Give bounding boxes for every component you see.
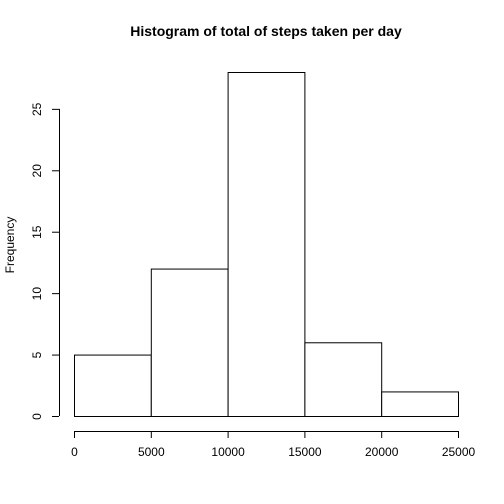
histogram-bar-0 bbox=[74, 354, 152, 418]
histogram-bar-4 bbox=[381, 391, 460, 417]
histogram-bar-2 bbox=[227, 72, 306, 417]
x-tick-label: 15000 bbox=[288, 445, 322, 459]
x-tick-label: 10000 bbox=[211, 445, 245, 459]
y-tick-label: 15 bbox=[30, 225, 44, 239]
histogram-bar-1 bbox=[150, 268, 229, 418]
y-tick-label: 25 bbox=[30, 102, 44, 116]
y-axis: 0 5 10 15 20 25 bbox=[30, 102, 60, 420]
y-tick-label: 10 bbox=[30, 287, 44, 301]
y-tick-label: 5 bbox=[30, 351, 44, 358]
x-tick-label: 0 bbox=[71, 445, 78, 459]
x-tick-label: 25000 bbox=[442, 445, 476, 459]
histogram-bar-3 bbox=[304, 342, 383, 417]
chart-title: Histogram of total of steps taken per da… bbox=[130, 23, 402, 39]
y-tick-label: 0 bbox=[30, 413, 44, 420]
x-tick-label: 20000 bbox=[365, 445, 399, 459]
x-tick-label: 5000 bbox=[138, 445, 165, 459]
y-axis-label: Frequency bbox=[3, 217, 17, 274]
bars-group bbox=[74, 72, 460, 418]
y-tick-label: 20 bbox=[30, 164, 44, 178]
x-axis: 0 5000 10000 15000 20000 25000 bbox=[71, 431, 476, 459]
